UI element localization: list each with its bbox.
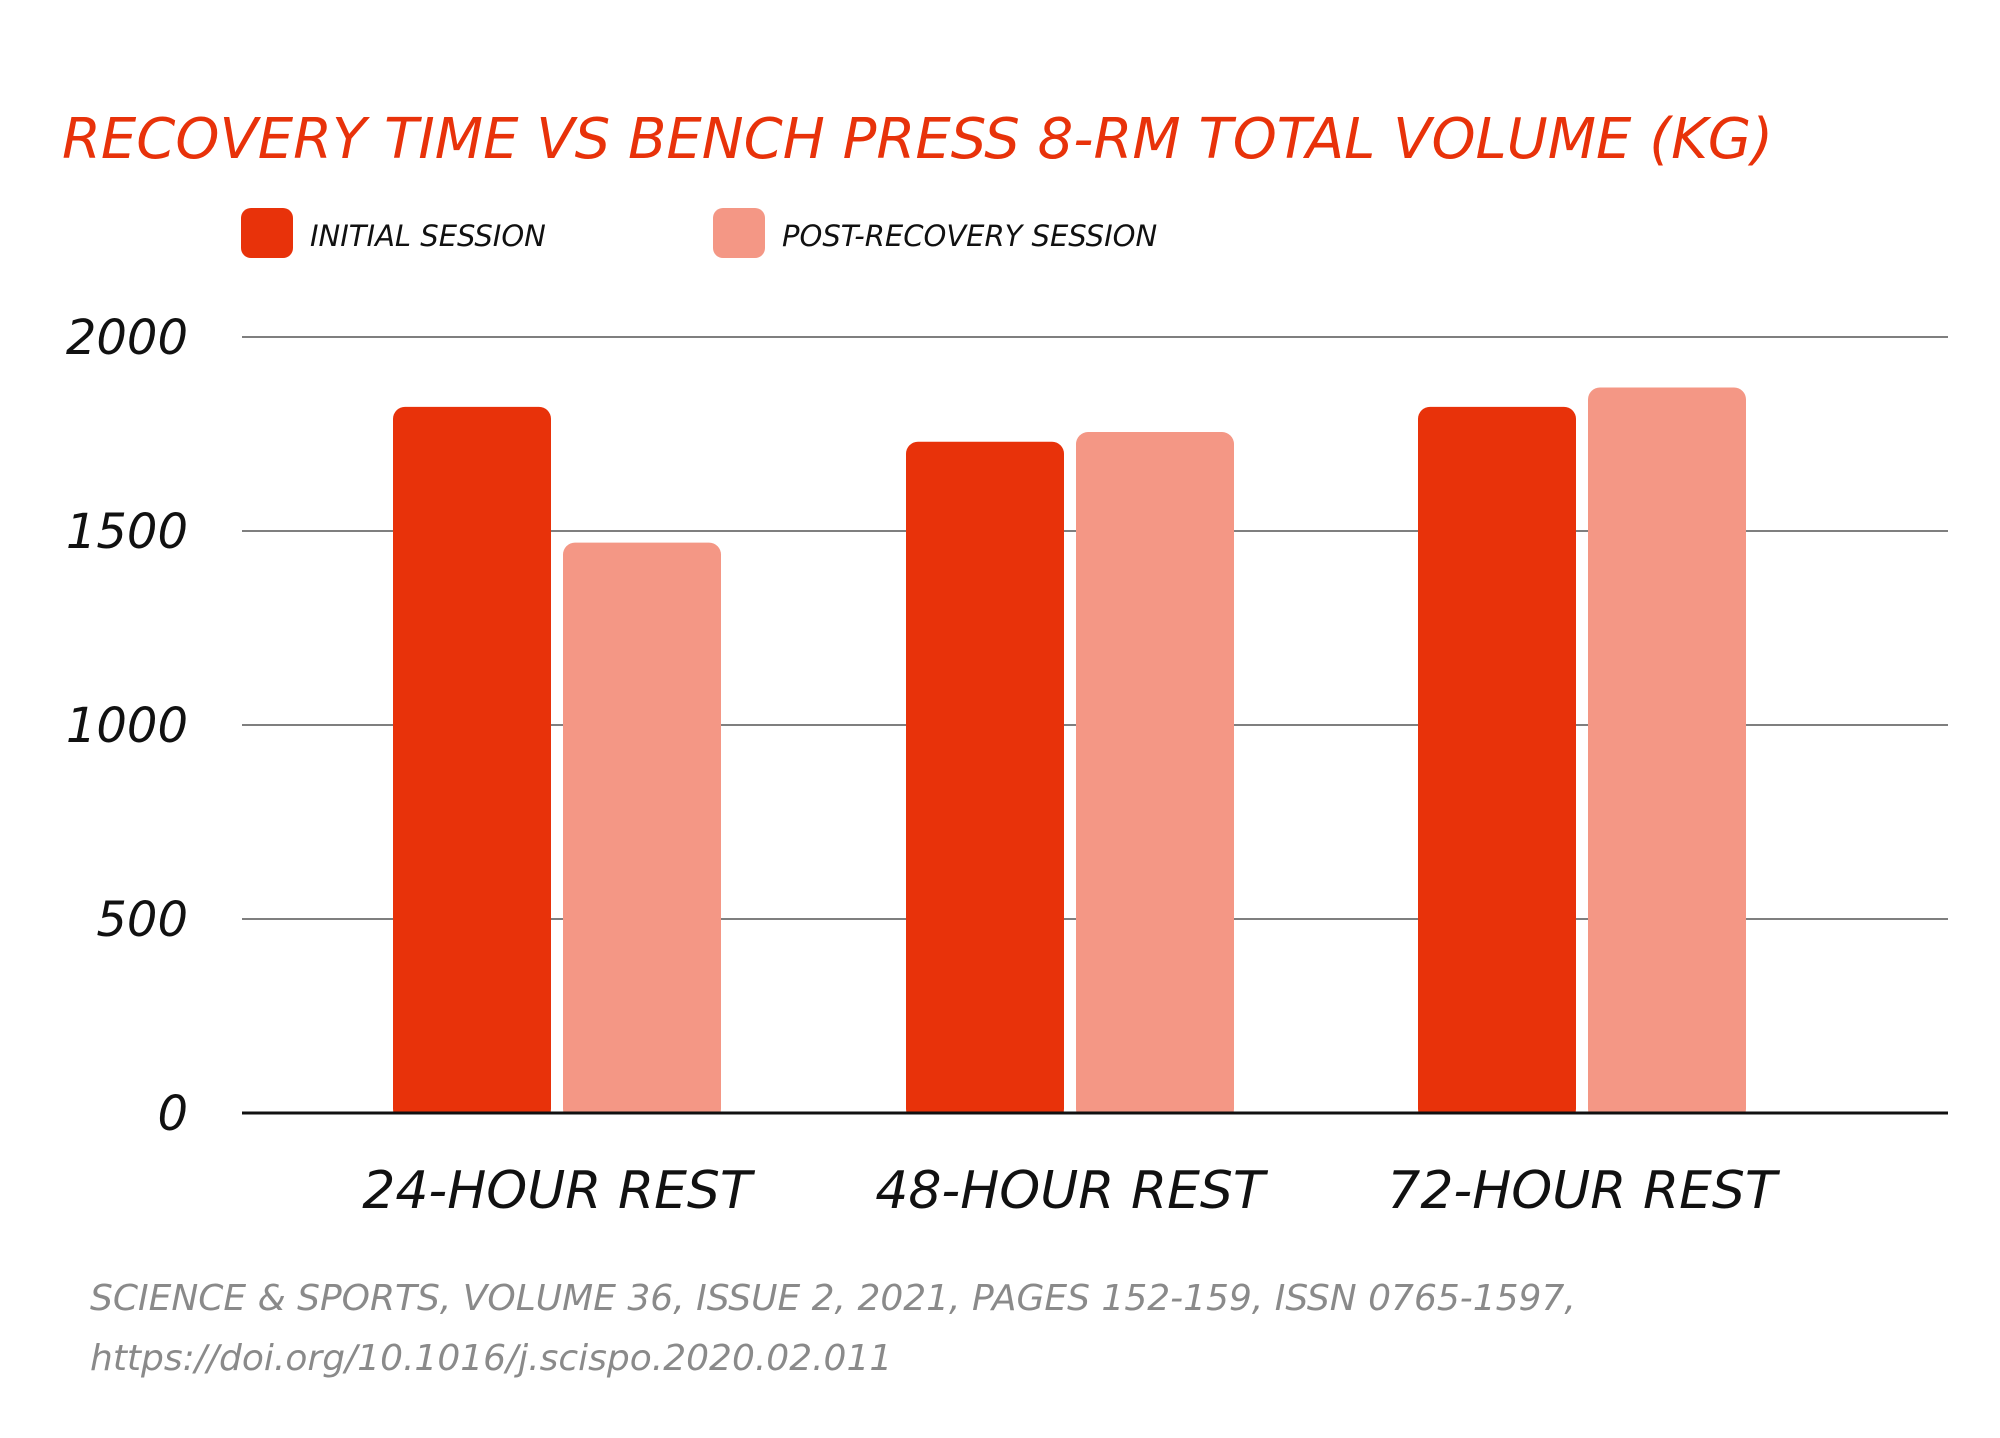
legend-label-initial: INITIAL SESSION	[310, 219, 546, 253]
y-tick-label: 1000	[66, 698, 188, 754]
legend-swatch-initial	[241, 208, 293, 258]
legend-swatch-post-recovery	[713, 208, 765, 258]
y-tick-label: 500	[96, 892, 188, 948]
bar-post-recovery-1	[563, 542, 721, 1121]
bar-initial-1	[393, 406, 551, 1122]
chart-title: RECOVERY TIME VS BENCH PRESS 8-RM TOTAL …	[62, 107, 1773, 172]
bar-post-recovery-2	[1076, 432, 1234, 1121]
legend: INITIAL SESSION POST-RECOVERY SESSION	[241, 208, 1157, 258]
x-tick-label: 48-HOUR REST	[875, 1161, 1269, 1221]
legend-label-post-recovery: POST-RECOVERY SESSION	[782, 219, 1157, 253]
x-axis-ticks: 24-HOUR REST 48-HOUR REST 72-HOUR REST	[362, 1161, 1781, 1221]
source-line-1: SCIENCE & SPORTS, VOLUME 36, ISSUE 2, 20…	[90, 1278, 1576, 1319]
y-tick-label: 1500	[66, 504, 188, 560]
bar-initial-3	[1418, 406, 1576, 1122]
bars	[237, 387, 1953, 1127]
source-line-2: https://doi.org/10.1016/j.scispo.2020.02…	[90, 1338, 892, 1379]
baseline-mask	[237, 1114, 1953, 1127]
y-axis-ticks: 0 500 1000 1500 2000	[66, 310, 188, 1142]
x-tick-label: 72-HOUR REST	[1387, 1161, 1781, 1221]
y-tick-label: 2000	[66, 310, 188, 366]
bar-post-recovery-3	[1588, 387, 1746, 1121]
bar-initial-2	[906, 441, 1064, 1121]
y-tick-label: 0	[157, 1086, 188, 1142]
x-tick-label: 24-HOUR REST	[362, 1161, 756, 1221]
